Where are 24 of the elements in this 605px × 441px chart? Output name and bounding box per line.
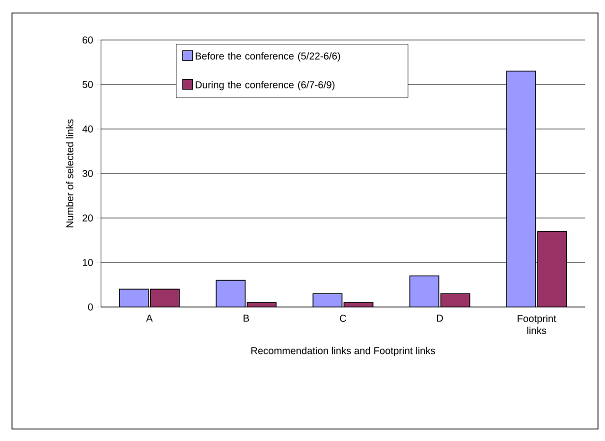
bar <box>409 275 440 307</box>
bar <box>119 288 149 307</box>
x-tick-label: A <box>146 314 153 322</box>
bar <box>506 70 536 307</box>
x-tick-label: C <box>340 314 346 322</box>
y-tick-label: 0 <box>88 303 93 311</box>
y-tick-label: 20 <box>82 214 93 222</box>
y-tick-label: 10 <box>82 258 93 266</box>
x-tick-label: B <box>244 314 250 322</box>
bar <box>440 294 470 307</box>
bar <box>216 280 246 307</box>
bar <box>150 288 180 307</box>
y-tick-label: 40 <box>82 125 93 133</box>
legend-label: During the conference (6/7-6/9) <box>196 80 334 90</box>
bar <box>313 294 342 307</box>
y-tick-label: 60 <box>82 36 93 44</box>
y-tick-label: 30 <box>82 170 93 178</box>
legend-label: Before the conference (5/22-6/6) <box>196 52 340 62</box>
x-tick-label: D <box>437 314 443 322</box>
y-tick-label: 50 <box>82 80 93 88</box>
x-axis-title: Recommendation links and Footprint links <box>251 346 436 356</box>
y-axis-title: Number of selected links <box>66 119 74 228</box>
x-tick-label: Footprint links <box>518 314 556 334</box>
bar <box>537 230 567 307</box>
